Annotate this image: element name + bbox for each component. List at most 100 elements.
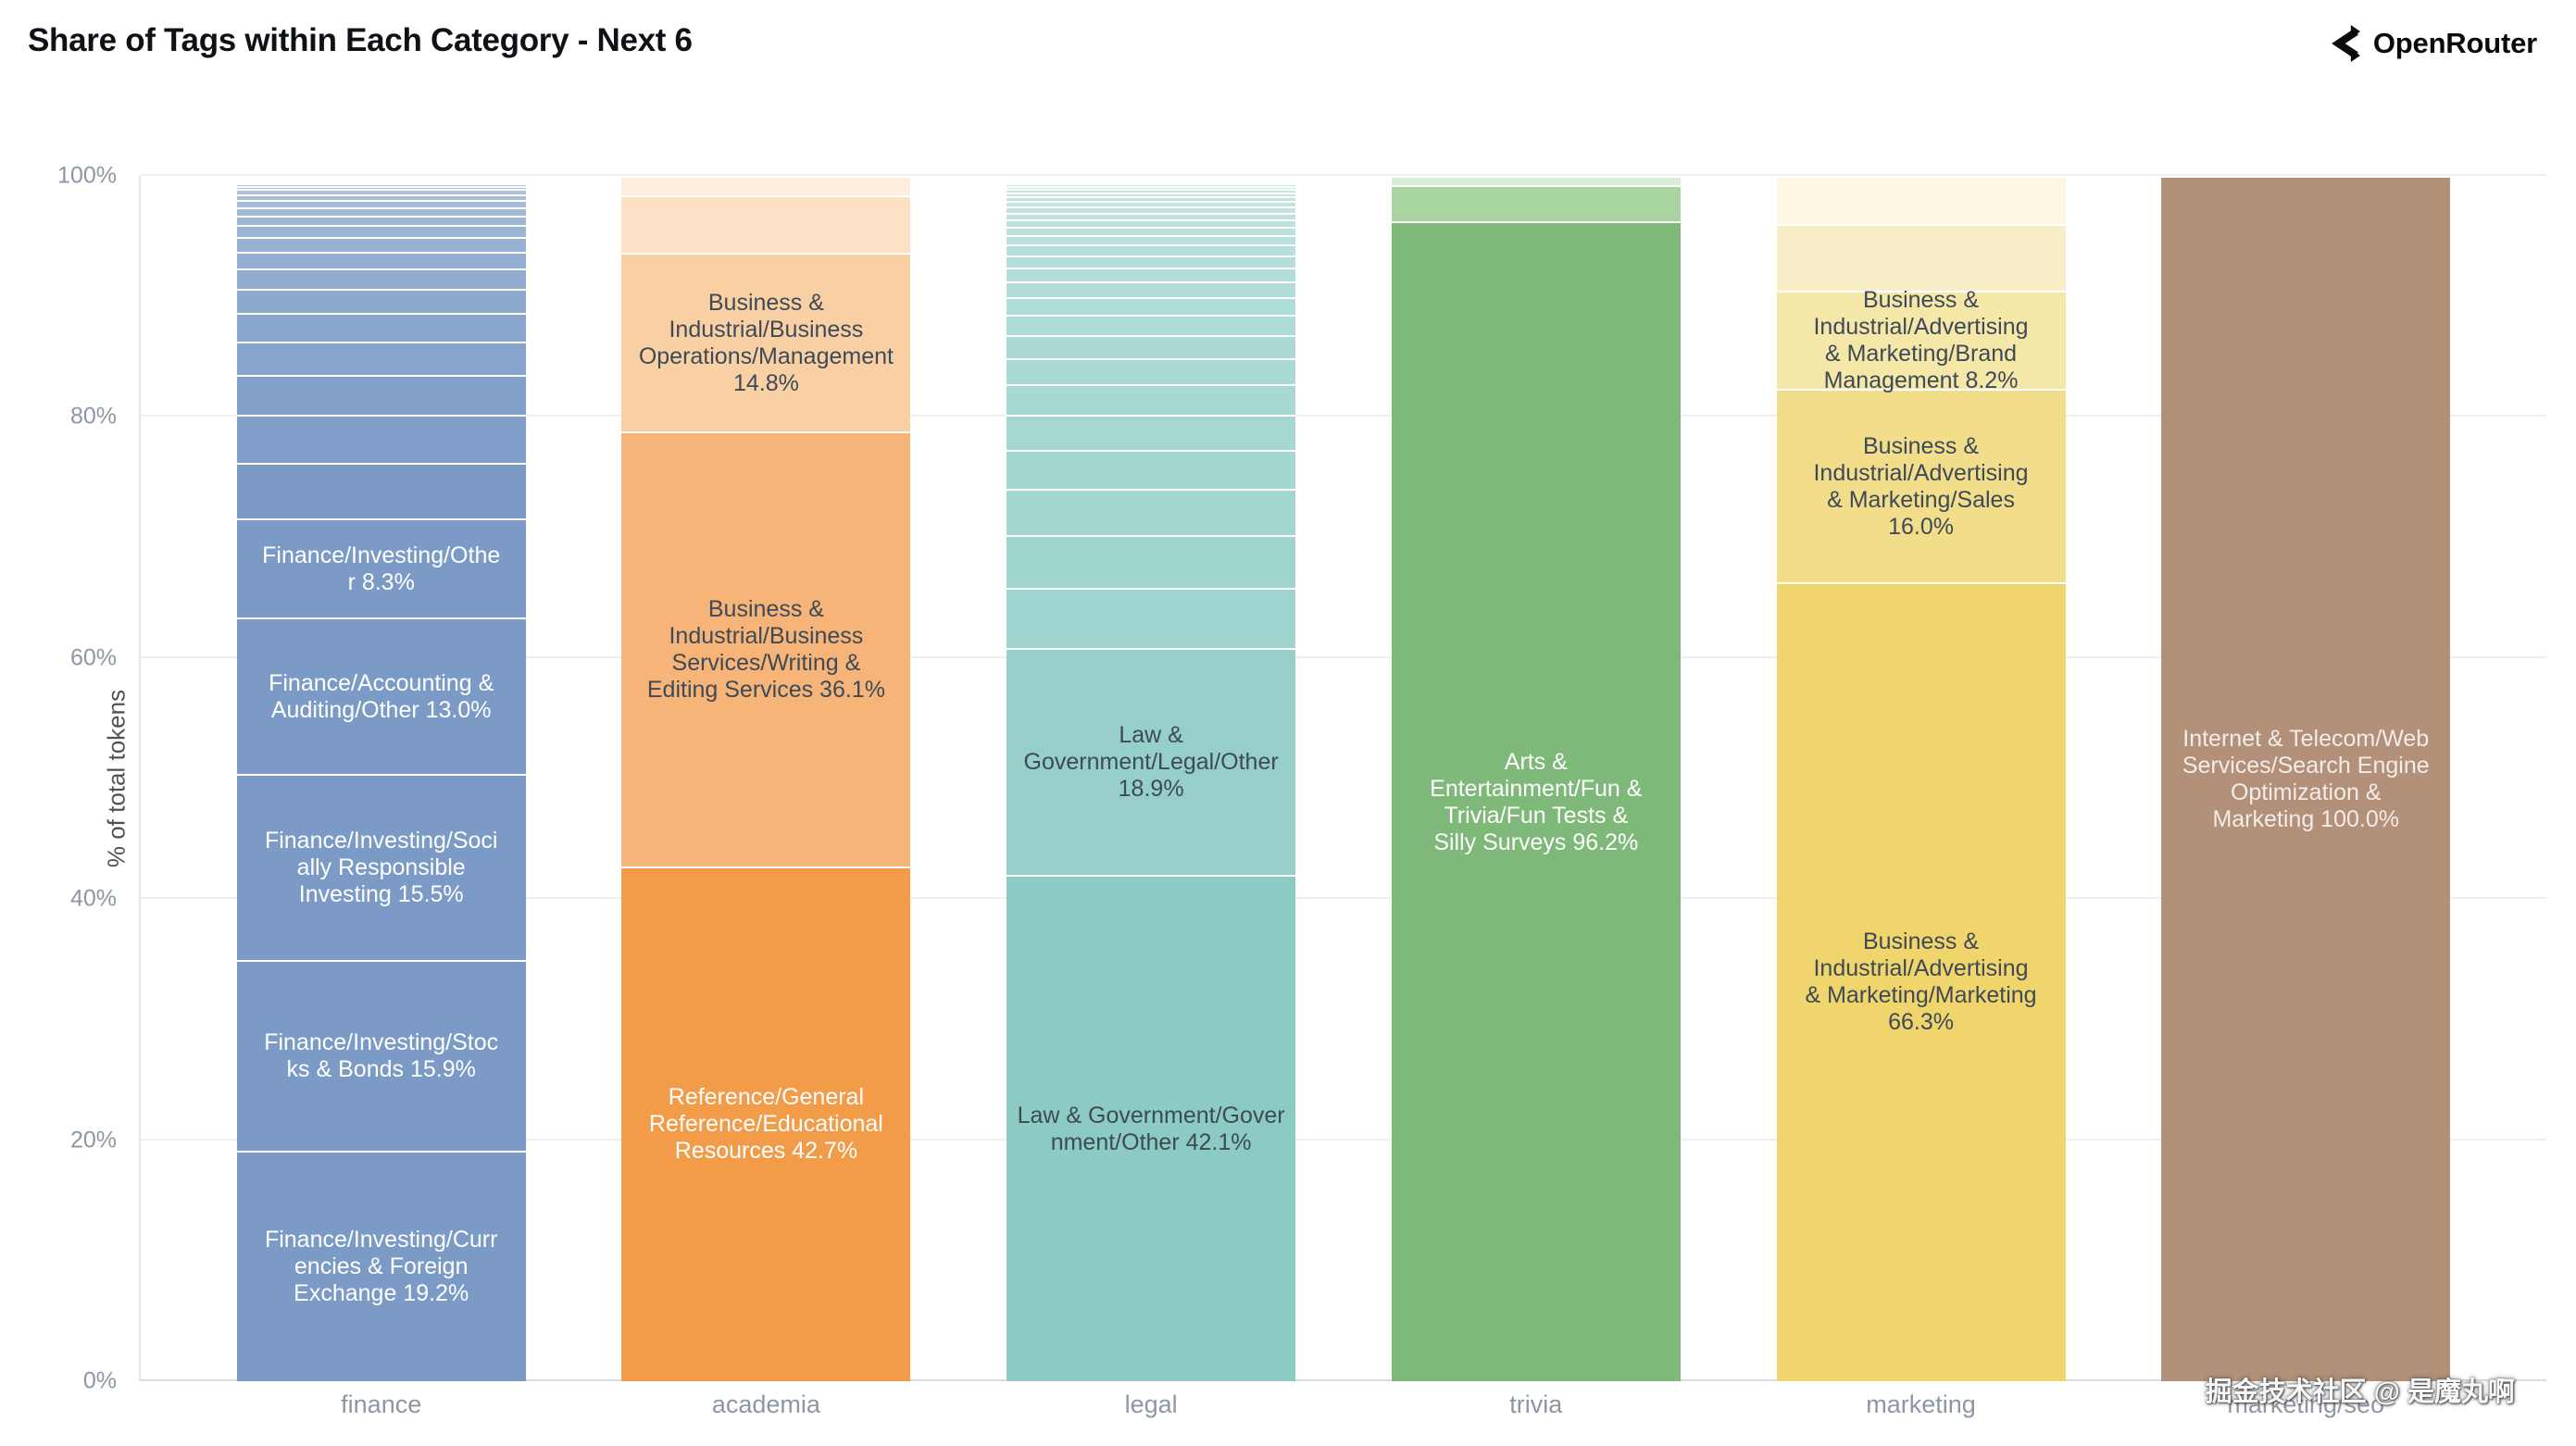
bar-segment-unlabeled[interactable] (236, 176, 526, 178)
bar-segment-unlabeled[interactable] (236, 342, 526, 376)
bar-segment[interactable]: Reference/General Reference/Educational Re… (621, 866, 911, 1381)
bar-segment-unlabeled[interactable] (236, 180, 526, 181)
bar-segment-unlabeled[interactable] (1007, 218, 1296, 227)
bar-segment-unlabeled[interactable] (1776, 224, 2066, 291)
bar-segment-unlabeled[interactable] (1391, 176, 1681, 186)
bar-segment-unlabeled[interactable] (236, 206, 526, 216)
y-tick-label: 100% (57, 162, 117, 189)
gridline-0 (141, 1379, 2546, 1381)
watermark-text: 掘金技术社区 @ 是魔丸啊 (2205, 1377, 2515, 1407)
bar-segment-unlabeled[interactable] (1007, 181, 1296, 183)
segment-label: Arts & Entertainment/Fun & Trivia/Fun Test… (1430, 748, 1643, 855)
bar-segment-unlabeled[interactable] (236, 463, 526, 518)
bar-segment-unlabeled[interactable] (236, 251, 526, 269)
bar-segment-unlabeled[interactable] (236, 225, 526, 238)
bar-segment-unlabeled[interactable] (1007, 196, 1296, 202)
segment-label: Finance/Investing/Soci ally Responsible In… (264, 827, 498, 907)
bar-segment-unlabeled[interactable] (1007, 183, 1296, 186)
bar-segment-unlabeled[interactable] (1007, 226, 1296, 235)
stacked-bar-marketing[interactable]: Business & Industrial/Advertising & Market… (1776, 176, 2066, 1381)
bar-segment-unlabeled[interactable] (1007, 201, 1296, 207)
bar-segment-unlabeled[interactable] (236, 185, 526, 190)
bar-segment-unlabeled[interactable] (236, 178, 526, 180)
x-tick-label-legal: legal (1124, 1390, 1178, 1418)
bar-segment-unlabeled[interactable] (1007, 267, 1296, 281)
bar-segment-unlabeled[interactable] (1007, 206, 1296, 213)
bar-segment[interactable]: Arts & Entertainment/Fun & Trivia/Fun Test… (1391, 221, 1681, 1381)
segment-label: Business & Industrial/Advertising & Market… (1813, 287, 2029, 394)
bar-segment-unlabeled[interactable] (1007, 489, 1296, 535)
bar-segment-unlabeled[interactable] (621, 176, 911, 195)
bar-segment-unlabeled[interactable] (236, 193, 526, 201)
stacked-bar-trivia[interactable]: Arts & Entertainment/Fun & Trivia/Fun Test… (1391, 176, 1681, 1381)
segment-label: Law & Government/Gover nment/Other 42.1% (1017, 1102, 1285, 1155)
bar-segment-unlabeled[interactable] (1007, 255, 1296, 268)
gridline-60 (141, 655, 2546, 658)
bar-segment[interactable]: Finance/Investing/Othe r 8.3% (236, 517, 526, 618)
x-tick-label-marketing: marketing (1866, 1390, 1976, 1418)
bar-segment[interactable]: Finance/Accounting & Auditing/Other 13.0% (236, 617, 526, 774)
stacked-bar-legal[interactable]: Law & Government/Legal/Other 18.9% Law & Go… (1007, 176, 1296, 1382)
bar-segment[interactable]: Finance/Investing/Soci ally Responsible In… (236, 773, 526, 960)
bar-segment-unlabeled[interactable] (1007, 357, 1296, 385)
bar-segment-unlabeled[interactable] (1007, 234, 1296, 245)
x-axis-labels: finance academia legal trivia marketing marke… (141, 1390, 2546, 1419)
bar-segment[interactable]: Business & Industrial/Business Services/Wr… (621, 431, 911, 867)
bar-segment-unlabeled[interactable] (236, 375, 526, 416)
bar-segment-unlabeled[interactable] (1007, 449, 1296, 490)
stacked-bar-academia[interactable]: Business & Industrial/Business Operations/… (621, 176, 911, 1381)
bar-segment-unlabeled[interactable] (1007, 212, 1296, 219)
segment-label: Finance/Investing/Curr encies & Foreign Ex… (264, 1227, 498, 1307)
gridline-80 (141, 415, 2546, 418)
bar-segment-unlabeled[interactable] (236, 237, 526, 252)
bar-segment-unlabeled[interactable] (236, 183, 526, 186)
bar-segment[interactable]: Law & Government/Legal/Other 18.9% (1007, 647, 1296, 876)
y-tick-label: 60% (69, 644, 117, 671)
bar-segment-unlabeled[interactable] (1007, 335, 1296, 358)
bar-segment-unlabeled[interactable] (1007, 315, 1296, 336)
bar-segment[interactable]: Law & Government/Gover nment/Other 42.1% (1007, 875, 1296, 1382)
bar-segment-unlabeled[interactable] (1007, 178, 1296, 180)
openrouter-logo[interactable]: OpenRouter (2321, 24, 2537, 63)
bar-segment[interactable]: Internet & Telecom/Web Services/Search En… (2161, 176, 2451, 1381)
bar-segment-unlabeled[interactable] (1007, 185, 1296, 189)
bar-segment-unlabeled[interactable] (236, 313, 526, 343)
bar-segment-unlabeled[interactable] (1007, 176, 1296, 178)
segment-label: Internet & Telecom/Web Services/Search En… (2182, 726, 2430, 832)
brand-name: OpenRouter (2372, 27, 2537, 59)
bar-segment-unlabeled[interactable] (1007, 192, 1296, 197)
bar-segment-unlabeled[interactable] (1007, 280, 1296, 297)
bar-segment-unlabeled[interactable] (1391, 185, 1681, 222)
bar-segment-unlabeled[interactable] (1007, 244, 1296, 256)
bar-segment-unlabeled[interactable] (1007, 188, 1296, 193)
bar-segment-unlabeled[interactable] (236, 415, 526, 464)
bar-segment[interactable]: Business & Industrial/Advertising & Market… (1776, 581, 2066, 1381)
bar-segment-unlabeled[interactable] (236, 200, 526, 207)
bar-segment-unlabeled[interactable] (1007, 384, 1296, 415)
bar-segment-unlabeled[interactable] (1007, 534, 1296, 588)
bar-segment[interactable]: Business & Industrial/Advertising & Market… (1776, 287, 2066, 393)
segment-label: Law & Government/Legal/Other 18.9% (1023, 722, 1279, 803)
bar-segment[interactable]: Business & Industrial/Business Operations/… (621, 253, 911, 431)
bar-segment-unlabeled[interactable] (1007, 414, 1296, 450)
x-tick-label-trivia: trivia (1509, 1390, 1563, 1418)
bar-segment-unlabeled[interactable] (236, 215, 526, 226)
stacked-bar-marketing/seo[interactable]: Internet & Telecom/Web Services/Search En… (2161, 176, 2451, 1381)
bar-segment[interactable]: Finance/Investing/Stoc ks & Bonds 15.9% (236, 959, 526, 1152)
bar-segment-unlabeled[interactable] (1007, 587, 1296, 648)
y-tick-label: 40% (69, 885, 117, 912)
bar-segment-unlabeled[interactable] (236, 268, 526, 290)
bar-segment-unlabeled[interactable] (236, 289, 526, 314)
bar-segment-unlabeled[interactable] (236, 189, 526, 194)
segment-label: Finance/Investing/Othe r 8.3% (262, 542, 501, 595)
bar-segment[interactable]: Finance/Investing/Curr encies & Foreign Ex… (236, 1151, 526, 1382)
bar-segment-unlabeled[interactable] (1007, 180, 1296, 181)
bar-segment-unlabeled[interactable] (1776, 176, 2066, 225)
y-tick-label: 80% (69, 403, 117, 430)
x-tick-label-finance: finance (341, 1390, 422, 1418)
stacked-bar-finance[interactable]: Finance/Investing/Othe r 8.3% Finance/Acco… (236, 176, 526, 1382)
bar-segment-unlabeled[interactable] (236, 181, 526, 183)
bar-segment[interactable]: Business & Industrial/Advertising & Market… (1776, 389, 2066, 582)
bar-segment-unlabeled[interactable] (621, 194, 911, 254)
bar-segment-unlabeled[interactable] (1007, 296, 1296, 316)
